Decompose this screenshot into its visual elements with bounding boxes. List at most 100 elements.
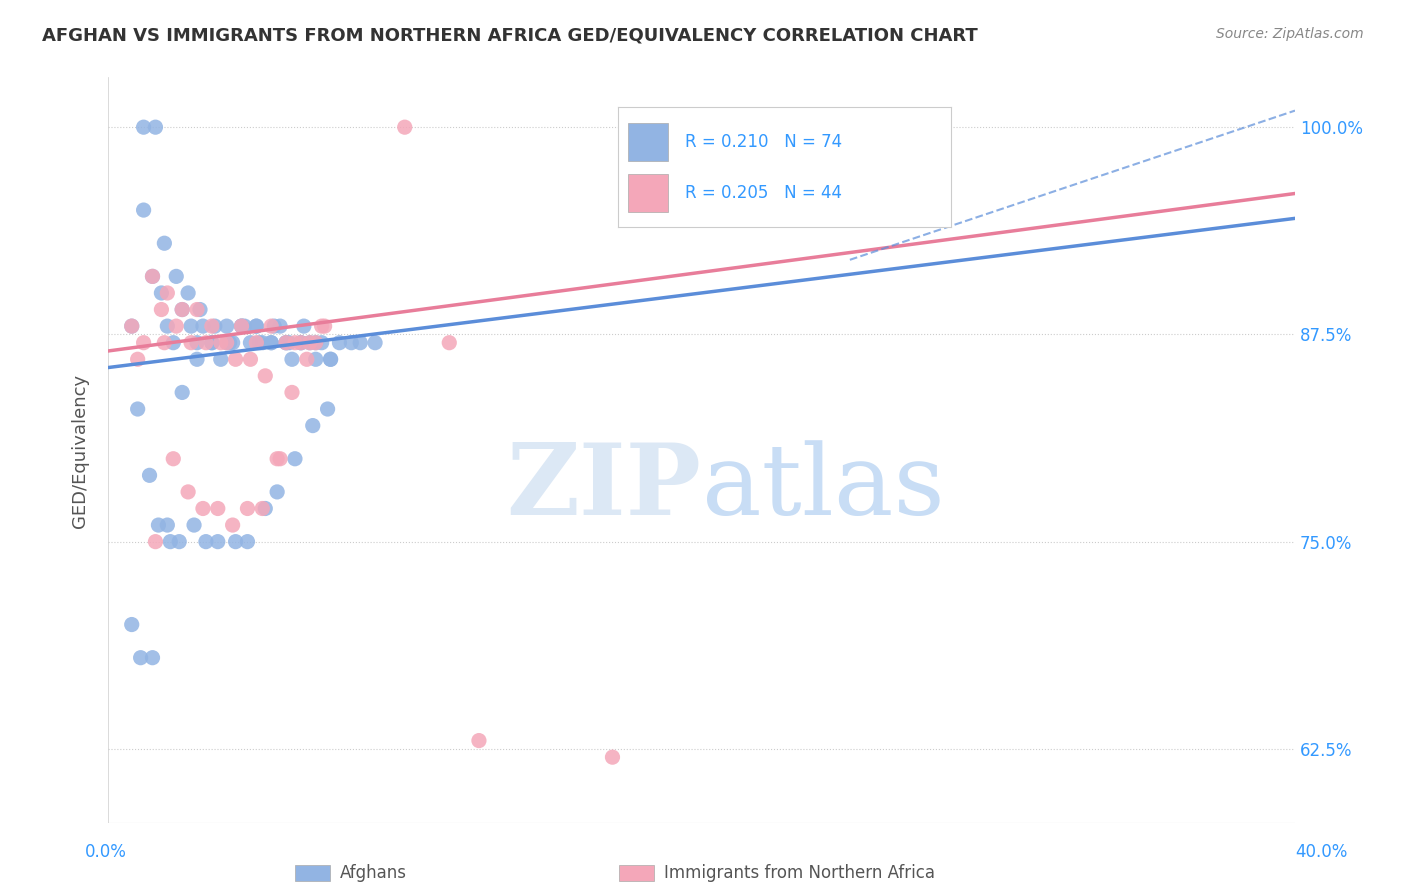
Point — [239, 335, 262, 350]
Point — [316, 402, 339, 417]
Point — [191, 501, 214, 516]
Point — [281, 385, 304, 400]
Point — [156, 319, 179, 334]
Point — [180, 335, 202, 350]
Point — [252, 335, 274, 350]
Point — [215, 335, 238, 350]
Point — [260, 319, 283, 334]
Point — [231, 319, 253, 334]
Point — [468, 733, 491, 747]
Point — [165, 269, 187, 284]
Point — [162, 451, 184, 466]
Point — [183, 518, 205, 533]
Point — [254, 501, 277, 516]
Y-axis label: GED/Equivalency: GED/Equivalency — [72, 374, 89, 527]
Point — [274, 335, 297, 350]
Point — [292, 319, 315, 334]
Point — [231, 319, 253, 334]
Point — [266, 484, 288, 499]
Point — [165, 319, 187, 334]
Point — [127, 352, 149, 367]
Point — [284, 451, 307, 466]
Point — [150, 302, 173, 317]
Point — [233, 319, 256, 334]
Point — [231, 319, 253, 334]
Point — [204, 319, 226, 334]
Point — [145, 534, 167, 549]
Point — [145, 120, 167, 135]
Point — [148, 518, 170, 533]
Point — [263, 319, 285, 334]
Point — [290, 335, 312, 350]
Point — [129, 650, 152, 665]
Point — [141, 269, 163, 284]
Point — [209, 335, 232, 350]
Point — [132, 120, 155, 135]
Point — [150, 285, 173, 300]
Point — [201, 319, 224, 334]
Point — [602, 750, 624, 764]
Point — [156, 285, 179, 300]
Point — [311, 319, 333, 334]
Point — [260, 335, 283, 350]
Point — [290, 335, 312, 350]
Point — [269, 319, 291, 334]
Point — [207, 501, 229, 516]
Point — [215, 335, 238, 350]
Point — [284, 335, 307, 350]
Point — [245, 335, 267, 350]
Point — [295, 352, 318, 367]
Point — [274, 335, 297, 350]
Point — [201, 335, 224, 350]
Point — [186, 352, 208, 367]
Point — [172, 302, 194, 317]
Text: Afghans: Afghans — [340, 864, 408, 882]
Point — [328, 335, 350, 350]
Point — [239, 352, 262, 367]
Text: atlas: atlas — [702, 440, 945, 536]
Point — [319, 352, 342, 367]
Point — [209, 352, 232, 367]
Point — [364, 335, 387, 350]
Point — [266, 451, 288, 466]
Point — [290, 335, 312, 350]
Point — [340, 335, 363, 350]
Text: 40.0%: 40.0% — [1295, 843, 1348, 861]
Point — [278, 335, 301, 350]
Text: 0.0%: 0.0% — [84, 843, 127, 861]
Point — [194, 335, 217, 350]
Text: Source: ZipAtlas.com: Source: ZipAtlas.com — [1216, 27, 1364, 41]
Point — [252, 501, 274, 516]
Point — [127, 402, 149, 417]
Point — [298, 335, 321, 350]
Point — [186, 335, 208, 350]
Point — [194, 534, 217, 549]
Point — [162, 335, 184, 350]
Point — [311, 335, 333, 350]
Point — [207, 534, 229, 549]
Point — [186, 302, 208, 317]
Point — [305, 335, 328, 350]
Point — [172, 302, 194, 317]
Text: AFGHAN VS IMMIGRANTS FROM NORTHERN AFRICA GED/EQUIVALENCY CORRELATION CHART: AFGHAN VS IMMIGRANTS FROM NORTHERN AFRIC… — [42, 27, 979, 45]
Point — [159, 534, 181, 549]
Point — [188, 302, 211, 317]
Point — [215, 319, 238, 334]
Point — [121, 617, 143, 632]
Text: ZIP: ZIP — [506, 439, 702, 536]
Point — [254, 368, 277, 383]
Point — [167, 534, 190, 549]
Point — [260, 335, 283, 350]
Point — [121, 319, 143, 334]
Point — [201, 335, 224, 350]
Point — [132, 335, 155, 350]
Point — [245, 319, 267, 334]
Point — [225, 352, 247, 367]
Point — [177, 285, 200, 300]
Point — [153, 236, 176, 251]
Point — [298, 335, 321, 350]
Point — [141, 269, 163, 284]
Point — [319, 352, 342, 367]
Text: Immigrants from Northern Africa: Immigrants from Northern Africa — [664, 864, 935, 882]
Point — [281, 352, 304, 367]
